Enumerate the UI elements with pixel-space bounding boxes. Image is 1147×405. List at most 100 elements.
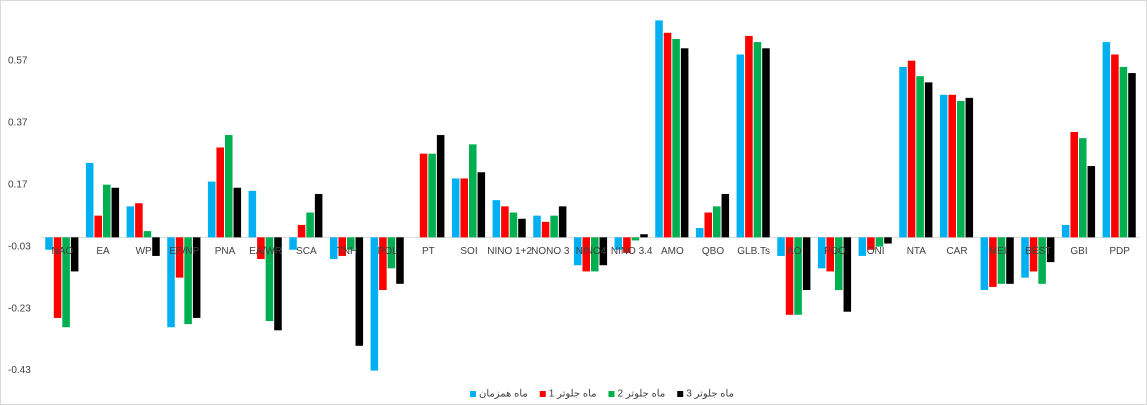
bar — [835, 237, 843, 291]
x-tick-label: GBI — [1070, 246, 1087, 257]
bar — [704, 212, 712, 238]
bar — [939, 94, 948, 238]
x-tick-label: NINO 3.4 — [611, 246, 653, 257]
bar — [135, 203, 143, 238]
bar — [306, 212, 314, 238]
bar — [45, 237, 53, 250]
bar — [785, 237, 794, 315]
bar — [599, 237, 608, 266]
bar — [1021, 237, 1029, 278]
bar — [614, 237, 623, 250]
bar — [126, 206, 135, 238]
bar — [957, 100, 965, 238]
x-tick-label: NONO 3 — [531, 246, 570, 257]
x-tick-label: POL — [378, 246, 398, 257]
bar — [248, 190, 257, 238]
bar — [1128, 73, 1136, 238]
bar — [884, 237, 892, 244]
bar — [225, 135, 233, 238]
bar — [509, 212, 518, 238]
x-tick-label: TNH — [337, 246, 358, 257]
legend-label: 2 ماه جلوتر — [617, 389, 665, 400]
x-tick-label: AMO — [661, 246, 684, 257]
bar — [1006, 237, 1014, 284]
bar — [419, 153, 428, 238]
bar — [924, 82, 933, 238]
legend-swatch — [608, 391, 615, 397]
bar — [314, 193, 323, 238]
bar — [582, 237, 590, 272]
bar — [233, 187, 242, 238]
bar — [1119, 66, 1128, 238]
bar — [492, 200, 501, 238]
x-tick-label: PDO — [824, 246, 846, 257]
bar — [997, 237, 1006, 284]
bar — [1038, 237, 1046, 284]
x-tick-label: PT — [422, 246, 435, 257]
x-tick-label: SOI — [460, 246, 477, 257]
bar — [695, 228, 704, 238]
y-tick-label: -0.03 — [8, 241, 31, 252]
x-tick-label: GLB.Ts — [737, 246, 770, 257]
legend-label: 3 ماه جلوتر — [686, 389, 734, 400]
bar — [843, 237, 852, 312]
bar — [591, 237, 599, 272]
x-tick-label: AO — [787, 246, 802, 257]
bar — [338, 237, 346, 256]
y-tick-label: 0.17 — [8, 179, 28, 190]
bar — [558, 206, 567, 238]
bar — [451, 178, 460, 238]
bar — [858, 237, 867, 256]
bar — [1111, 54, 1119, 238]
x-tick-label: ONI — [867, 246, 885, 257]
bar — [867, 237, 875, 250]
bar — [274, 237, 282, 331]
bar — [745, 35, 753, 238]
bar — [257, 237, 265, 260]
bar — [777, 237, 785, 256]
bar — [631, 237, 640, 241]
x-tick-label: EP/NP — [169, 246, 199, 257]
bar — [70, 237, 79, 272]
bar — [736, 54, 745, 238]
bar — [347, 237, 355, 250]
y-tick-label: -0.23 — [8, 303, 31, 314]
bar — [167, 237, 175, 328]
bar — [721, 193, 730, 238]
bar — [207, 181, 216, 238]
x-tick-label: EA — [96, 246, 110, 257]
bar — [573, 237, 582, 266]
bar — [94, 215, 102, 238]
bar — [541, 221, 550, 238]
y-tick-label: 0.57 — [8, 55, 28, 66]
x-tick-label: PDP — [1109, 246, 1130, 257]
bar — [477, 172, 486, 238]
bar — [794, 237, 802, 315]
bar — [1102, 42, 1111, 238]
x-tick-label: NAO — [51, 246, 73, 257]
bar — [826, 237, 834, 272]
bar — [192, 237, 201, 318]
legend-swatch — [539, 391, 546, 397]
legend-swatch — [470, 391, 476, 397]
bar — [103, 184, 111, 238]
bar — [753, 42, 762, 238]
bar — [1061, 224, 1070, 238]
bar — [713, 206, 721, 238]
bar — [672, 38, 680, 238]
bar — [1070, 131, 1078, 238]
bar — [184, 237, 192, 325]
bar — [916, 76, 924, 238]
y-tick-label: -0.43 — [8, 365, 31, 376]
x-tick-label: NTA — [907, 246, 927, 257]
bar — [53, 237, 62, 318]
bar — [762, 48, 770, 238]
bar — [469, 144, 477, 238]
x-tick-label: QBO — [702, 246, 724, 257]
bar — [289, 237, 297, 250]
bar — [460, 178, 468, 238]
x-tick-label: EA/WR — [249, 246, 282, 257]
bar — [640, 234, 648, 238]
bar — [680, 48, 689, 238]
bar — [387, 237, 396, 269]
